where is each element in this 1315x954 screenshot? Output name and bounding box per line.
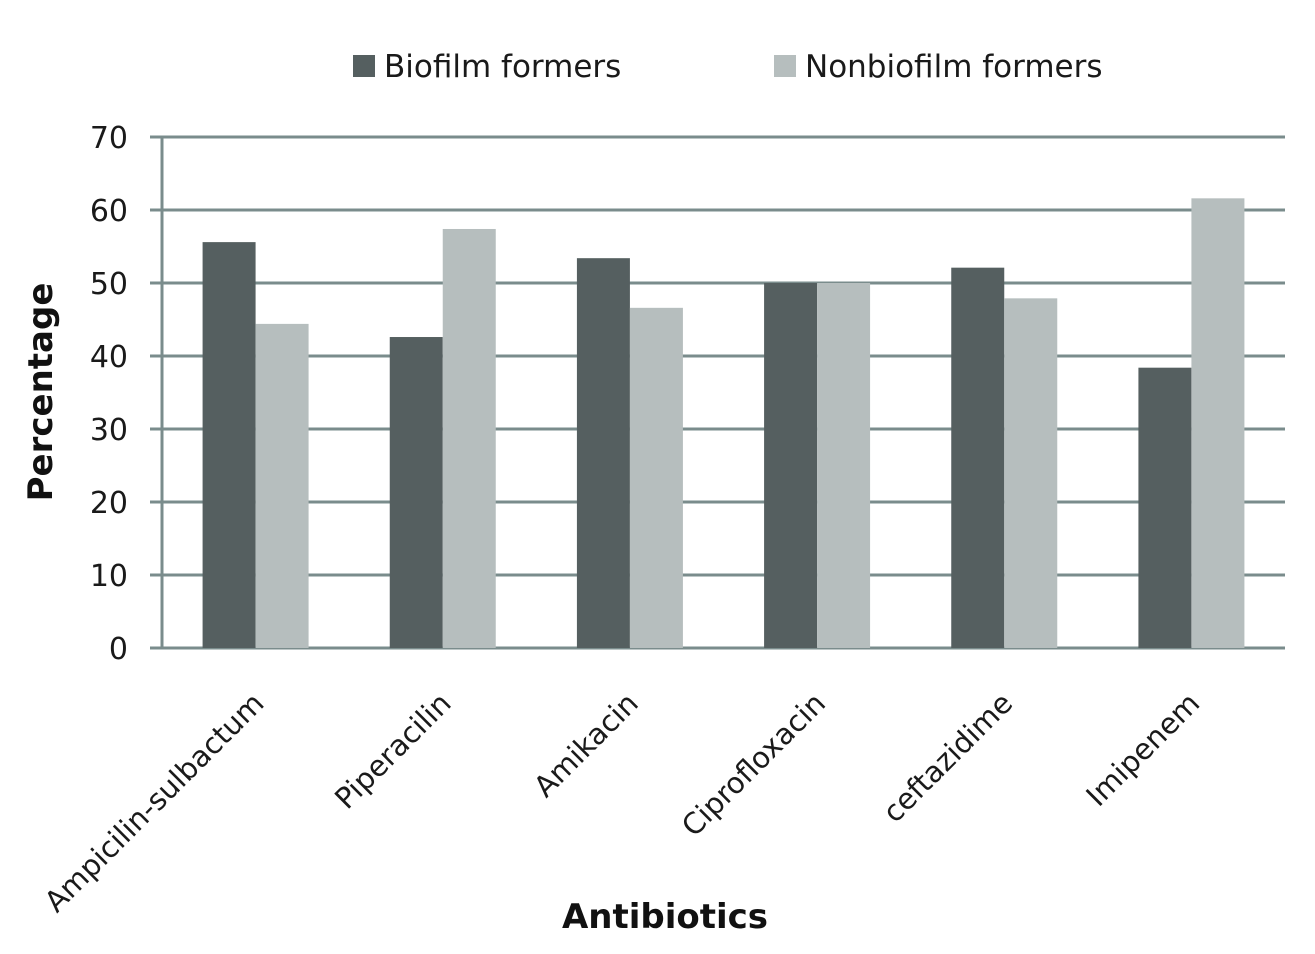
bar-nonbiofilm-formers-amikacin <box>629 307 683 648</box>
y-tick-label: 60 <box>90 194 128 229</box>
x-tick-labels: Ampicilin-sulbactum Piperacilin Amikacin Ci… <box>38 686 1207 919</box>
bar-nonbiofilm-formers-ampicilin-sulbactum <box>255 323 309 648</box>
bar-nonbiofilm-formers-ceftazidime <box>1004 298 1058 648</box>
x-tick-label: Ciprofloxacin <box>675 686 832 843</box>
legend-swatch-biofilm-formers <box>353 55 375 77</box>
x-tick-label: Ampicilin-sulbactum <box>38 686 271 919</box>
y-tick-label: 10 <box>90 559 128 594</box>
y-tick-labels: 0 10 20 30 40 50 60 70 <box>90 121 128 667</box>
bars <box>202 198 1245 649</box>
bar-nonbiofilm-formers-ciprofloxacin <box>817 283 871 648</box>
bar-biofilm-formers-piperacilin <box>389 337 443 648</box>
x-tick-label: Piperacilin <box>328 686 458 816</box>
y-axis-title: Percentage <box>21 283 61 502</box>
legend-label-biofilm-formers: Biofilm formers <box>384 49 621 85</box>
bar-biofilm-formers-ampicilin-sulbactum <box>202 242 256 648</box>
legend-swatch-nonbiofilm-formers <box>774 55 796 77</box>
y-tick-label: 0 <box>109 632 128 667</box>
bar-nonbiofilm-formers-piperacilin <box>442 228 496 649</box>
bar-nonbiofilm-formers-imipenem <box>1191 198 1245 648</box>
legend: Biofilm formers Nonbiofilm formers <box>353 49 1103 85</box>
bar-biofilm-formers-ciprofloxacin <box>764 283 818 648</box>
x-axis-title: Antibiotics <box>562 897 768 937</box>
bar-biofilm-formers-ceftazidime <box>951 267 1005 648</box>
y-tick-label: 40 <box>90 340 128 375</box>
bar-biofilm-formers-amikacin <box>576 258 630 648</box>
y-tick-label: 30 <box>90 413 128 448</box>
x-tick-label: ceftazidime <box>876 686 1019 829</box>
legend-label-nonbiofilm-formers: Nonbiofilm formers <box>805 49 1103 85</box>
gridlines <box>150 135 1285 650</box>
bar-biofilm-formers-imipenem <box>1138 367 1192 648</box>
y-tick-label: 20 <box>90 486 128 521</box>
x-tick-label: Amikacin <box>527 686 645 804</box>
x-tick-label: Imipenem <box>1079 686 1206 813</box>
y-tick-label: 70 <box>90 121 128 156</box>
y-tick-label: 50 <box>90 267 128 302</box>
